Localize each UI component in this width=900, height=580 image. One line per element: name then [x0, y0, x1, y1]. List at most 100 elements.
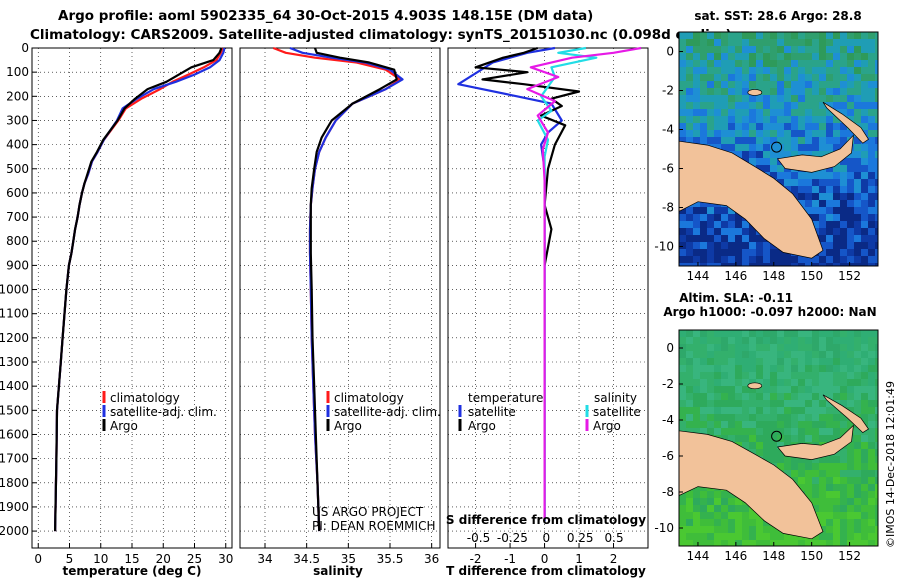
map-cell [812, 193, 819, 200]
map-cell [756, 67, 763, 74]
map-cell [798, 123, 805, 130]
map-cell [721, 263, 728, 266]
map-cell [861, 477, 868, 484]
map-cell [763, 372, 770, 379]
map-cell [700, 256, 707, 263]
map-cell [777, 393, 784, 400]
map-cell [707, 400, 714, 407]
map-cell [770, 60, 777, 67]
map-cell [791, 256, 798, 263]
map-cell [756, 109, 763, 116]
map-cell [728, 533, 735, 540]
map-cell [798, 102, 805, 109]
map-cell [868, 81, 875, 88]
map-cell [742, 263, 749, 266]
map-lon-label: 150 [800, 549, 823, 563]
map-lat-label: -8 [662, 201, 674, 215]
map-cell [749, 337, 756, 344]
map-cell [742, 337, 749, 344]
map-cell [721, 526, 728, 533]
map-cell [742, 39, 749, 46]
map-cell [763, 263, 770, 266]
map-cell [742, 435, 749, 442]
map-cell [868, 200, 875, 207]
map-cell [819, 421, 826, 428]
map-cell [798, 137, 805, 144]
map-cell [749, 519, 756, 526]
map-cell [770, 46, 777, 53]
map-cell [833, 39, 840, 46]
map-lat-label: -8 [662, 485, 674, 499]
map-cell [742, 60, 749, 67]
map-cell [686, 498, 693, 505]
map-cell [875, 379, 878, 386]
map-cell [784, 179, 791, 186]
map-cell [840, 533, 847, 540]
map-cell [833, 358, 840, 365]
map-cell [707, 344, 714, 351]
map-cell [840, 179, 847, 186]
map-cell [707, 39, 714, 46]
map-cell [875, 330, 878, 337]
map-cell [763, 67, 770, 74]
map-cell [791, 407, 798, 414]
map-cell [868, 351, 875, 358]
map-cell [721, 330, 728, 337]
map-cell [707, 351, 714, 358]
map-cell [721, 428, 728, 435]
map-lat-label: -4 [662, 123, 674, 137]
series-t-argo [474, 46, 581, 266]
map-cell [749, 386, 756, 393]
map-cell [721, 60, 728, 67]
map-cell [812, 263, 819, 266]
map-cell [833, 249, 840, 256]
map-cell [728, 330, 735, 337]
map-cell [847, 186, 854, 193]
map-cell [805, 193, 812, 200]
map-cell [770, 456, 777, 463]
map-cell [721, 53, 728, 60]
map-cell [763, 414, 770, 421]
map-cell [721, 39, 728, 46]
map-cell [714, 414, 721, 421]
map-cell [798, 421, 805, 428]
map-cell [812, 372, 819, 379]
map-cell [777, 533, 784, 540]
map-cell [742, 109, 749, 116]
map-cell [826, 498, 833, 505]
map-cell [805, 137, 812, 144]
map-cell [812, 207, 819, 214]
map-cell [791, 53, 798, 60]
map-cell [868, 386, 875, 393]
map-cell [721, 137, 728, 144]
map-cell [833, 88, 840, 95]
map-cell [693, 109, 700, 116]
map-cell [749, 358, 756, 365]
map-cell [777, 74, 784, 81]
map-cell [861, 379, 868, 386]
map-cell [756, 137, 763, 144]
map-cell [805, 200, 812, 207]
map-cell [791, 172, 798, 179]
map-cell [791, 470, 798, 477]
map-cell [714, 428, 721, 435]
map-cell [868, 242, 875, 249]
map-cell [833, 463, 840, 470]
map-cell [868, 463, 875, 470]
land-new-britain [776, 424, 854, 460]
map-cell [756, 123, 763, 130]
map-cell [749, 435, 756, 442]
y-tick-label: 1500 [0, 403, 29, 417]
map-cell [728, 351, 735, 358]
map-cell [735, 228, 742, 235]
map-cell [833, 172, 840, 179]
map-cell [686, 109, 693, 116]
map-cell [784, 400, 791, 407]
map-cell [861, 158, 868, 165]
map-lon-label: 144 [686, 549, 709, 563]
map-cell [693, 130, 700, 137]
map-cell [714, 116, 721, 123]
map-cell [749, 428, 756, 435]
map-cell [742, 400, 749, 407]
map-cell [826, 242, 833, 249]
